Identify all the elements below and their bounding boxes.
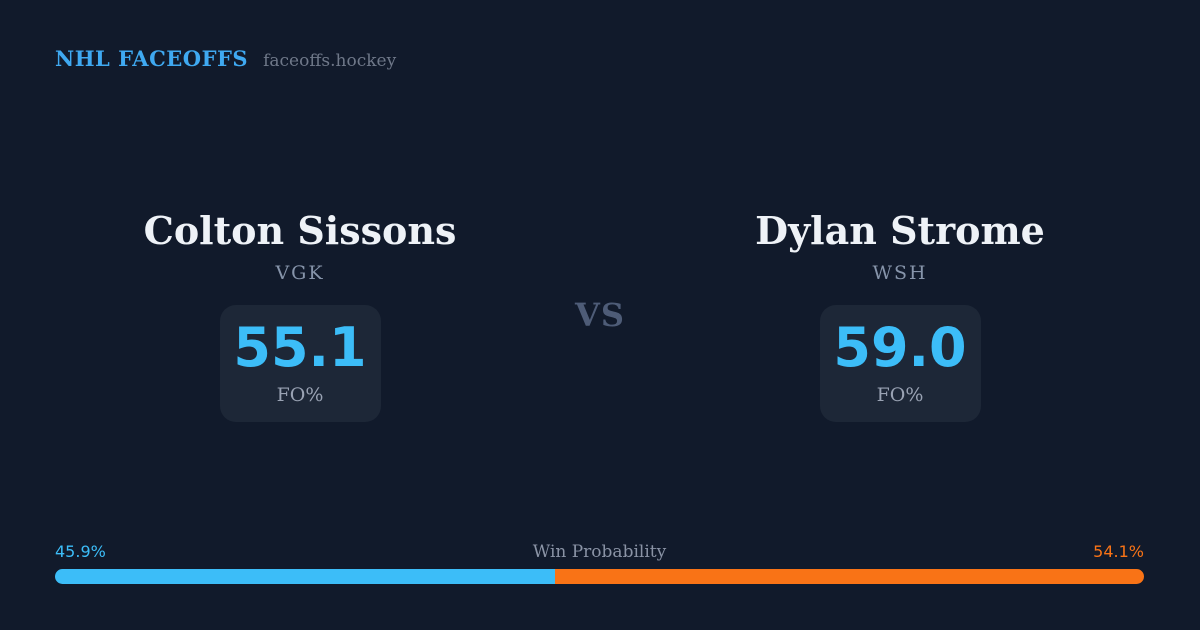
- player-right-column: Dylan Strome WSH 59.0 FO%: [700, 210, 1100, 422]
- brand-title: NHL FACEOFFS: [55, 46, 249, 71]
- player-left-stat-card: 55.1 FO%: [219, 304, 381, 422]
- player-left-stat-label: FO%: [276, 383, 324, 406]
- player-right-stat-label: FO%: [876, 383, 924, 406]
- player-left-stat-value: 55.1: [233, 315, 367, 379]
- win-prob-right-pct: 54.1%: [1093, 542, 1144, 561]
- win-prob-bar: [55, 569, 1144, 584]
- site-url: faceoffs.hockey: [263, 51, 397, 71]
- win-probability-labels: 45.9% Win Probability 54.1%: [55, 542, 1144, 562]
- player-right-stat-value: 59.0: [833, 315, 967, 379]
- win-prob-left-pct: 45.9%: [55, 542, 106, 561]
- win-prob-bar-right-segment: [554, 569, 1144, 584]
- player-left-name: Colton Sissons: [143, 208, 457, 253]
- player-right-stat-card: 59.0 FO%: [819, 304, 981, 422]
- player-right-team: WSH: [872, 261, 928, 284]
- win-prob-title: Win Probability: [532, 542, 667, 562]
- vs-label: VS: [575, 296, 625, 334]
- player-left-column: Colton Sissons VGK 55.1 FO%: [100, 210, 500, 422]
- header: NHL FACEOFFS faceoffs.hockey: [55, 46, 396, 71]
- win-prob-bar-left-segment: [55, 569, 555, 584]
- player-right-name: Dylan Strome: [755, 208, 1045, 253]
- player-left-team: VGK: [275, 261, 325, 284]
